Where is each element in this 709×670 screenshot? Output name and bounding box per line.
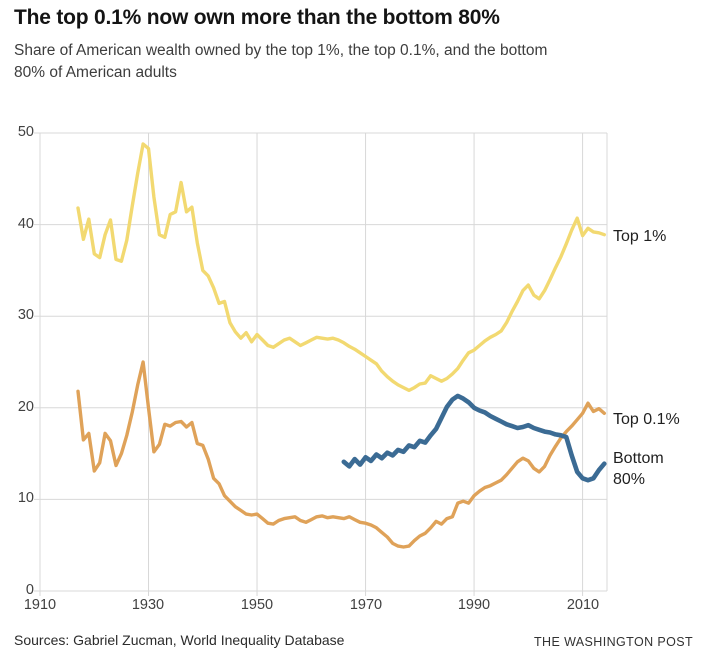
y-tick-0: 0 <box>25 582 34 598</box>
line-bottom-80- <box>341 393 607 483</box>
x-tick-1990: 1990 <box>457 597 491 613</box>
x-tick-1950: 1950 <box>240 597 274 613</box>
x-tick-1910: 1910 <box>23 597 57 613</box>
y-tick-30: 30 <box>17 307 34 323</box>
chart-title: The top 0.1% now own more than the botto… <box>14 6 500 29</box>
publisher-credit: THE WASHINGTON POST <box>534 635 693 649</box>
y-tick-10: 10 <box>17 490 34 506</box>
x-tick-1970: 1970 <box>349 597 383 613</box>
y-tick-40: 40 <box>17 216 34 232</box>
x-tick-1930: 1930 <box>131 597 165 613</box>
chart-subtitle-line2: 80% of American adults <box>14 64 177 81</box>
x-tick-2010: 2010 <box>566 597 600 613</box>
line-top-1- <box>76 142 606 393</box>
series-label-bottom-80pct: Bottom 80% <box>613 450 664 488</box>
series-label-top-1pct: Top 1% <box>613 228 667 245</box>
y-tick-50: 50 <box>17 124 34 140</box>
y-tick-20: 20 <box>17 399 34 415</box>
chart-subtitle-line1: Share of American wealth owned by the to… <box>14 42 548 59</box>
series-label-top-01pct: Top 0.1% <box>613 411 680 428</box>
line-top-0-1- <box>76 360 606 549</box>
sources-note: Sources: Gabriel Zucman, World Inequalit… <box>14 632 345 648</box>
